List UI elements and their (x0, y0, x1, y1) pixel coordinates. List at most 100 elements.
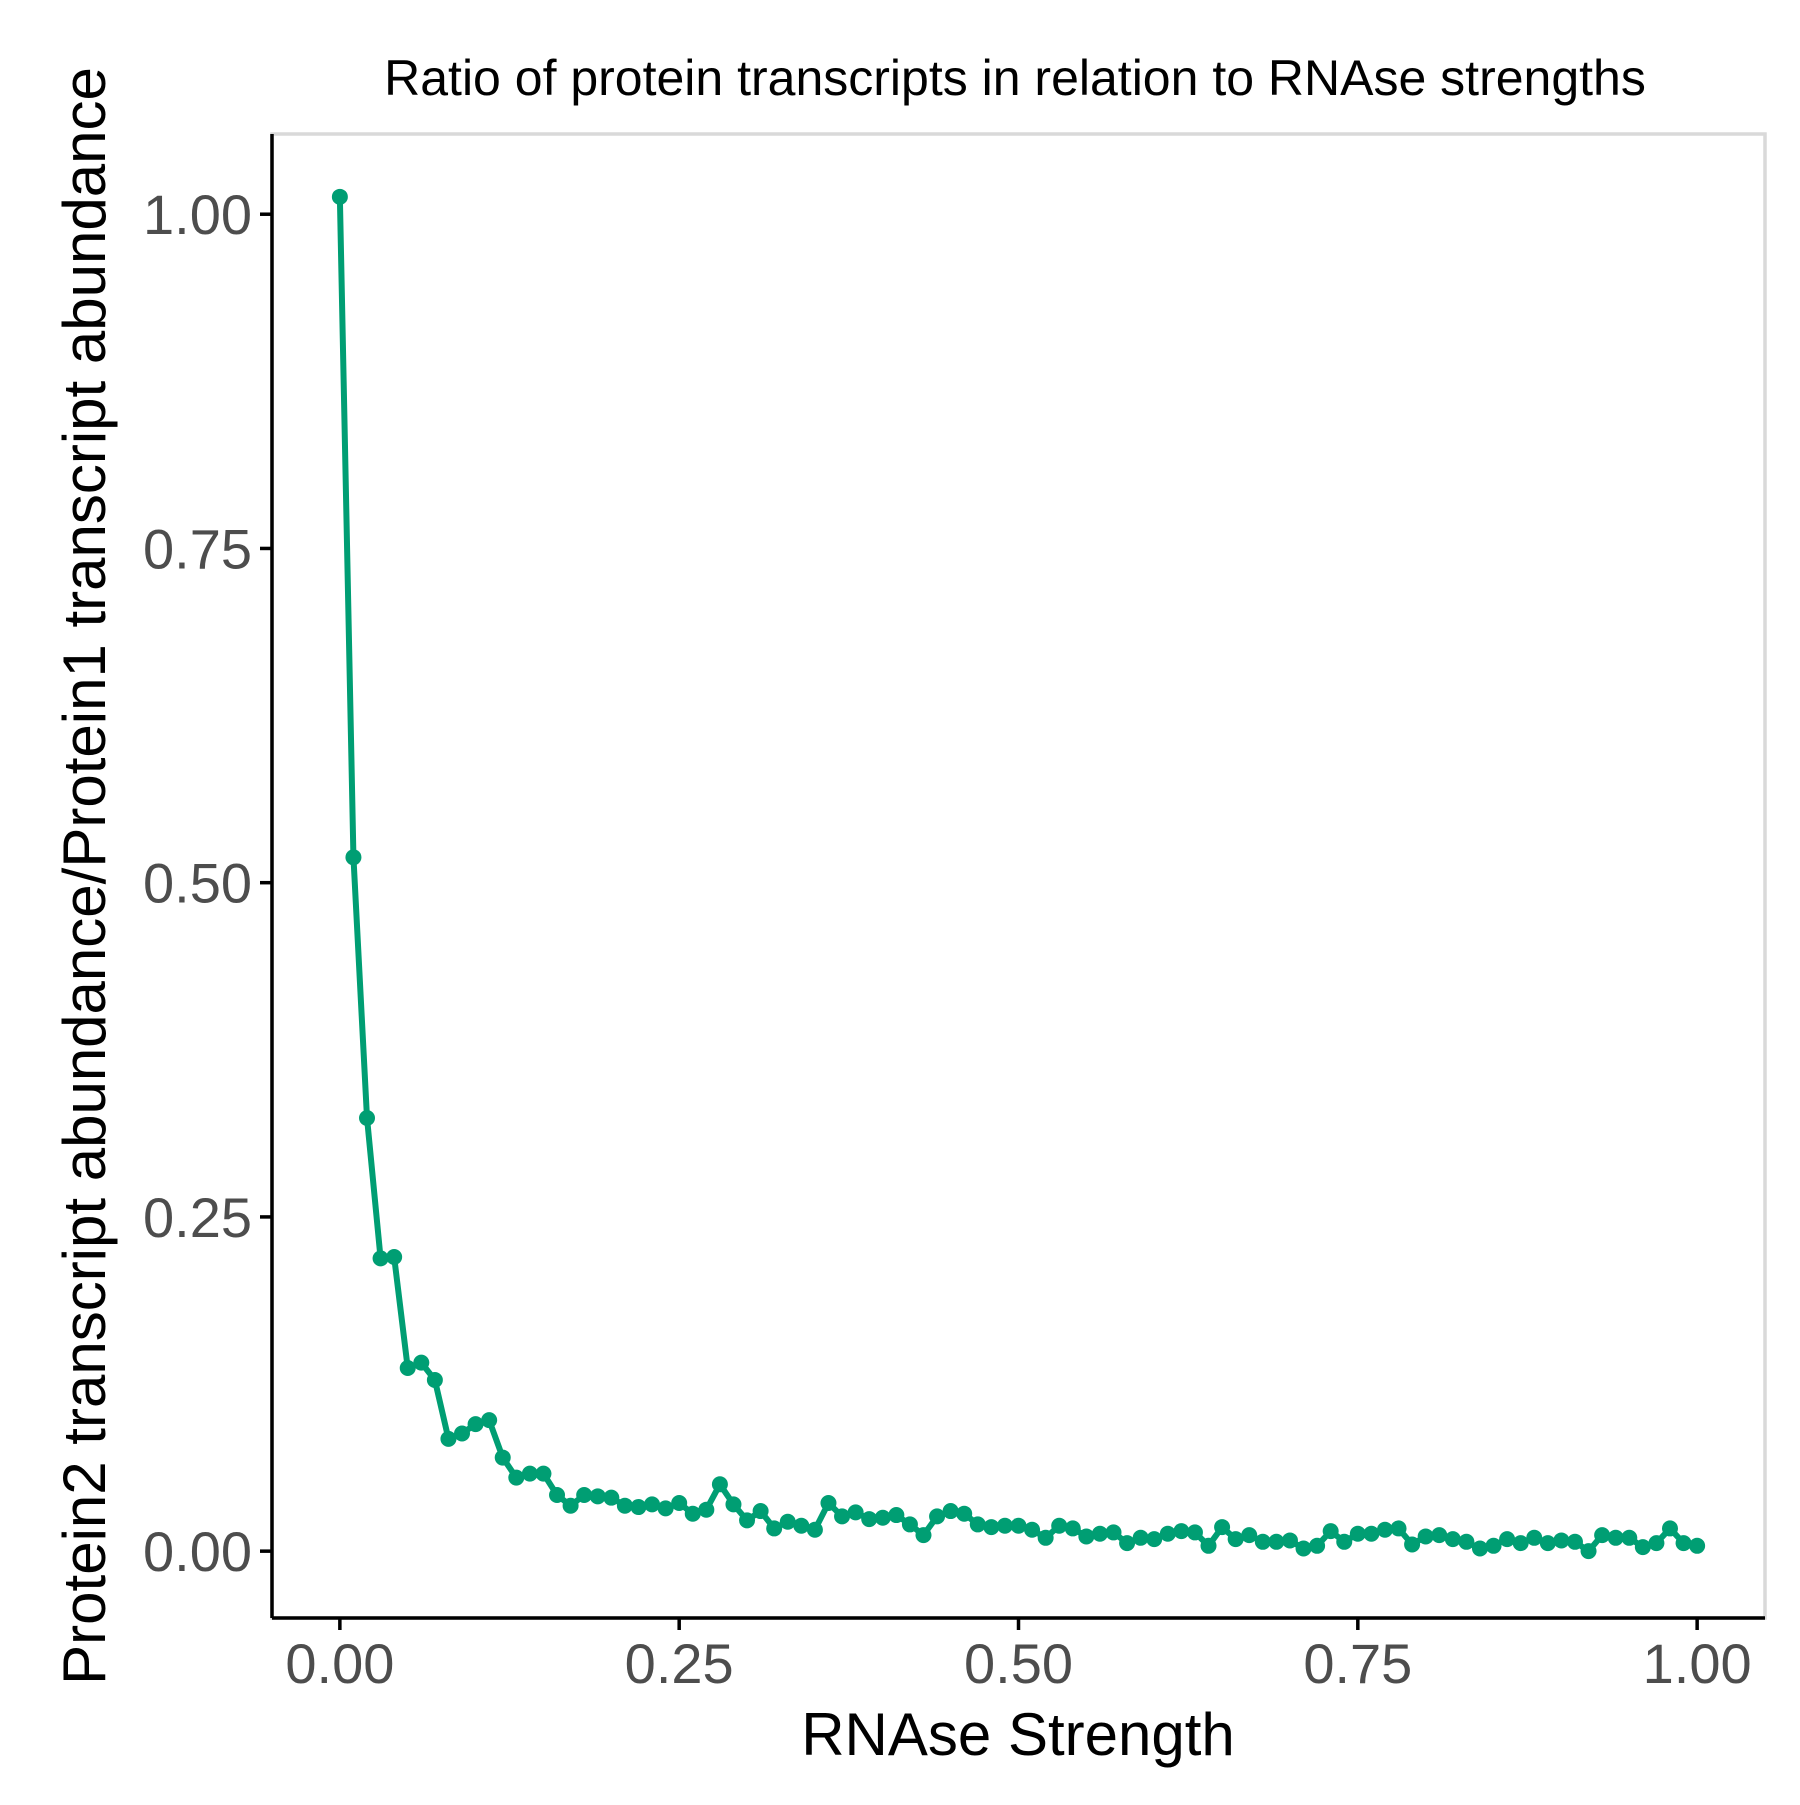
data-point (1376, 1521, 1393, 1538)
data-point (888, 1507, 905, 1524)
data-point (1336, 1533, 1353, 1550)
y-tick-label: 0.75 (143, 517, 252, 580)
data-point (1648, 1535, 1665, 1552)
data-point (779, 1513, 796, 1530)
data-point (562, 1497, 579, 1514)
data-point (1607, 1529, 1624, 1546)
data-point (589, 1488, 606, 1505)
data-point (1634, 1539, 1651, 1556)
plot-panel-border (270, 132, 1767, 1620)
series-line (336, 193, 1701, 1555)
data-point (1064, 1520, 1081, 1537)
y-tick-label: 0.25 (143, 1186, 252, 1249)
data-point (711, 1476, 728, 1493)
data-point (1526, 1529, 1543, 1546)
data-point (331, 188, 348, 205)
data-point (1689, 1537, 1706, 1554)
data-point (1105, 1524, 1122, 1541)
x-tick-label: 0.25 (625, 1632, 734, 1695)
data-point (1091, 1525, 1108, 1542)
data-point (847, 1504, 864, 1521)
data-point (1268, 1533, 1285, 1550)
data-point (630, 1499, 647, 1516)
data-point (1146, 1531, 1163, 1548)
data-point (1037, 1529, 1054, 1546)
data-point (1675, 1535, 1692, 1552)
data-point (359, 1109, 376, 1126)
data-point (1119, 1535, 1136, 1552)
axis-ticks: 0.00 0.25 0.50 0.75 1.00 0.00 0.25 0.50 0.75 1.00 (143, 183, 1752, 1695)
data-point (1214, 1519, 1231, 1536)
data-point (1458, 1533, 1475, 1550)
x-axis-title: RNAse Strength (801, 1701, 1235, 1768)
data-point (1431, 1527, 1448, 1544)
data-point (1010, 1517, 1027, 1534)
data-point (508, 1469, 525, 1486)
data-point (1363, 1525, 1380, 1542)
data-point (671, 1495, 688, 1512)
y-tick-label: 0.50 (143, 852, 252, 915)
data-point (386, 1249, 403, 1266)
data-point (766, 1520, 783, 1537)
data-point (942, 1503, 959, 1520)
data-point (644, 1496, 661, 1513)
data-point (739, 1512, 756, 1529)
data-point (861, 1511, 878, 1528)
data-point (820, 1495, 837, 1512)
data-point (929, 1508, 946, 1525)
data-point (576, 1487, 593, 1504)
y-axis-title: Protein2 transcript abundance/Protein1 t… (51, 67, 118, 1685)
data-point (698, 1501, 715, 1518)
data-point (1173, 1523, 1190, 1540)
data-point (413, 1354, 430, 1371)
data-point (1539, 1535, 1556, 1552)
data-point (454, 1425, 471, 1442)
data-point (834, 1508, 851, 1525)
x-tick-label: 0.75 (1303, 1632, 1412, 1695)
data-point (806, 1521, 823, 1538)
data-point (616, 1497, 633, 1514)
data-point (969, 1516, 986, 1533)
data-point (684, 1505, 701, 1522)
data-point (1024, 1521, 1041, 1538)
data-point (1159, 1525, 1176, 1542)
data-point (1322, 1523, 1339, 1540)
data-point (1078, 1528, 1095, 1545)
data-point (345, 849, 362, 866)
data-point (1661, 1520, 1678, 1537)
y-tick-label: 0.00 (143, 1520, 252, 1583)
data-point (1444, 1531, 1461, 1548)
data-point (521, 1465, 538, 1482)
data-point (956, 1505, 973, 1522)
data-point (1254, 1533, 1271, 1550)
data-point (996, 1517, 1013, 1534)
data-point (657, 1500, 674, 1517)
chart-title: Ratio of protein transcripts in relation… (384, 50, 1646, 106)
data-point (1512, 1535, 1529, 1552)
data-point (793, 1517, 810, 1534)
data-point (1349, 1525, 1366, 1542)
data-series (331, 188, 1706, 1560)
data-point (1485, 1537, 1502, 1554)
x-tick-label: 0.50 (964, 1632, 1073, 1695)
data-point (426, 1372, 443, 1389)
data-point (1241, 1527, 1258, 1544)
data-point (1499, 1531, 1516, 1548)
data-point (1580, 1543, 1597, 1560)
y-tick-label: 1.00 (143, 183, 252, 246)
data-point (481, 1412, 498, 1429)
data-point (399, 1359, 416, 1376)
data-point (874, 1509, 891, 1526)
data-point (1200, 1537, 1217, 1554)
data-point (1390, 1520, 1407, 1537)
data-point (1594, 1527, 1611, 1544)
data-point (1295, 1540, 1312, 1557)
x-tick-label: 0.00 (285, 1632, 394, 1695)
data-point (494, 1449, 511, 1466)
data-point (1471, 1540, 1488, 1557)
data-point (901, 1516, 918, 1533)
data-point (1051, 1517, 1068, 1534)
data-point (467, 1416, 484, 1433)
